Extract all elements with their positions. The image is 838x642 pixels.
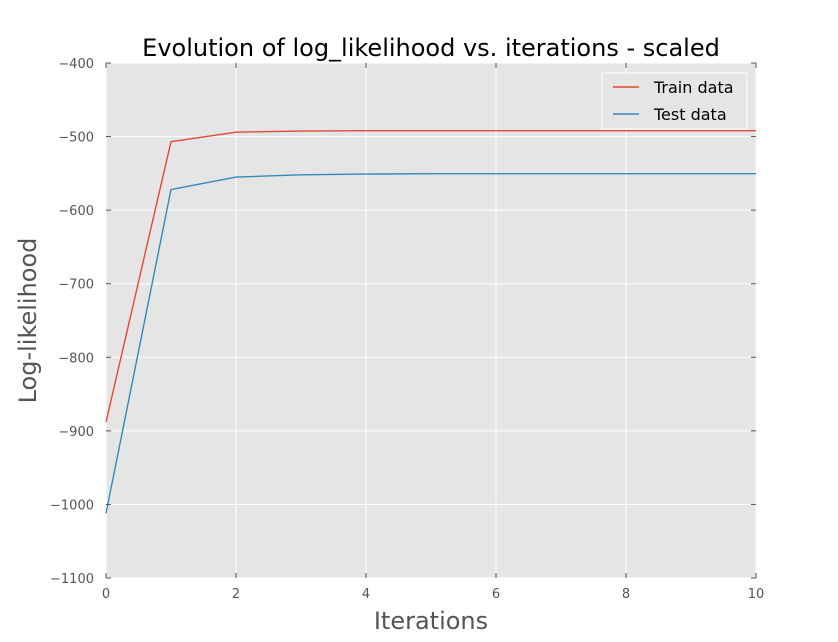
x-axis-title: Iterations bbox=[374, 607, 488, 635]
series-line-1 bbox=[105, 173, 756, 514]
y-tick-label: −800 bbox=[58, 351, 94, 366]
x-tick-labels: 0 2 4 6 8 10 bbox=[102, 587, 764, 602]
y-tick-label: −500 bbox=[58, 131, 94, 146]
x-tick-label: 10 bbox=[748, 587, 765, 602]
x-tick-label: 2 bbox=[232, 587, 240, 602]
y-tick-label: −900 bbox=[58, 425, 94, 440]
x-tick-label: 8 bbox=[622, 587, 630, 602]
gridlines bbox=[105, 62, 757, 579]
axis-ticks bbox=[105, 62, 757, 579]
legend-box bbox=[601, 72, 748, 130]
series-line-0 bbox=[105, 129, 756, 423]
y-tick-label: −400 bbox=[58, 57, 94, 72]
legend: Train data Test data bbox=[601, 72, 748, 130]
y-tick-label: −1000 bbox=[50, 498, 94, 513]
legend-label-0: Train data bbox=[653, 78, 734, 97]
y-tick-labels: −1100 −1000 −900 −800 −700 −600 −500 −400 bbox=[50, 57, 94, 587]
chart-title: Evolution of log_likelihood vs. iteratio… bbox=[142, 34, 720, 62]
y-tick-label: −600 bbox=[58, 204, 94, 219]
y-axis-title: Log-likelihood bbox=[14, 238, 42, 404]
plot-area bbox=[106, 63, 756, 578]
y-tick-label: −1100 bbox=[50, 572, 94, 587]
series-lines bbox=[105, 129, 756, 514]
x-tick-label: 6 bbox=[492, 587, 500, 602]
legend-label-1: Test data bbox=[653, 105, 727, 124]
y-tick-label: −700 bbox=[58, 278, 94, 293]
x-tick-label: 0 bbox=[102, 587, 110, 602]
x-tick-label: 4 bbox=[362, 587, 370, 602]
